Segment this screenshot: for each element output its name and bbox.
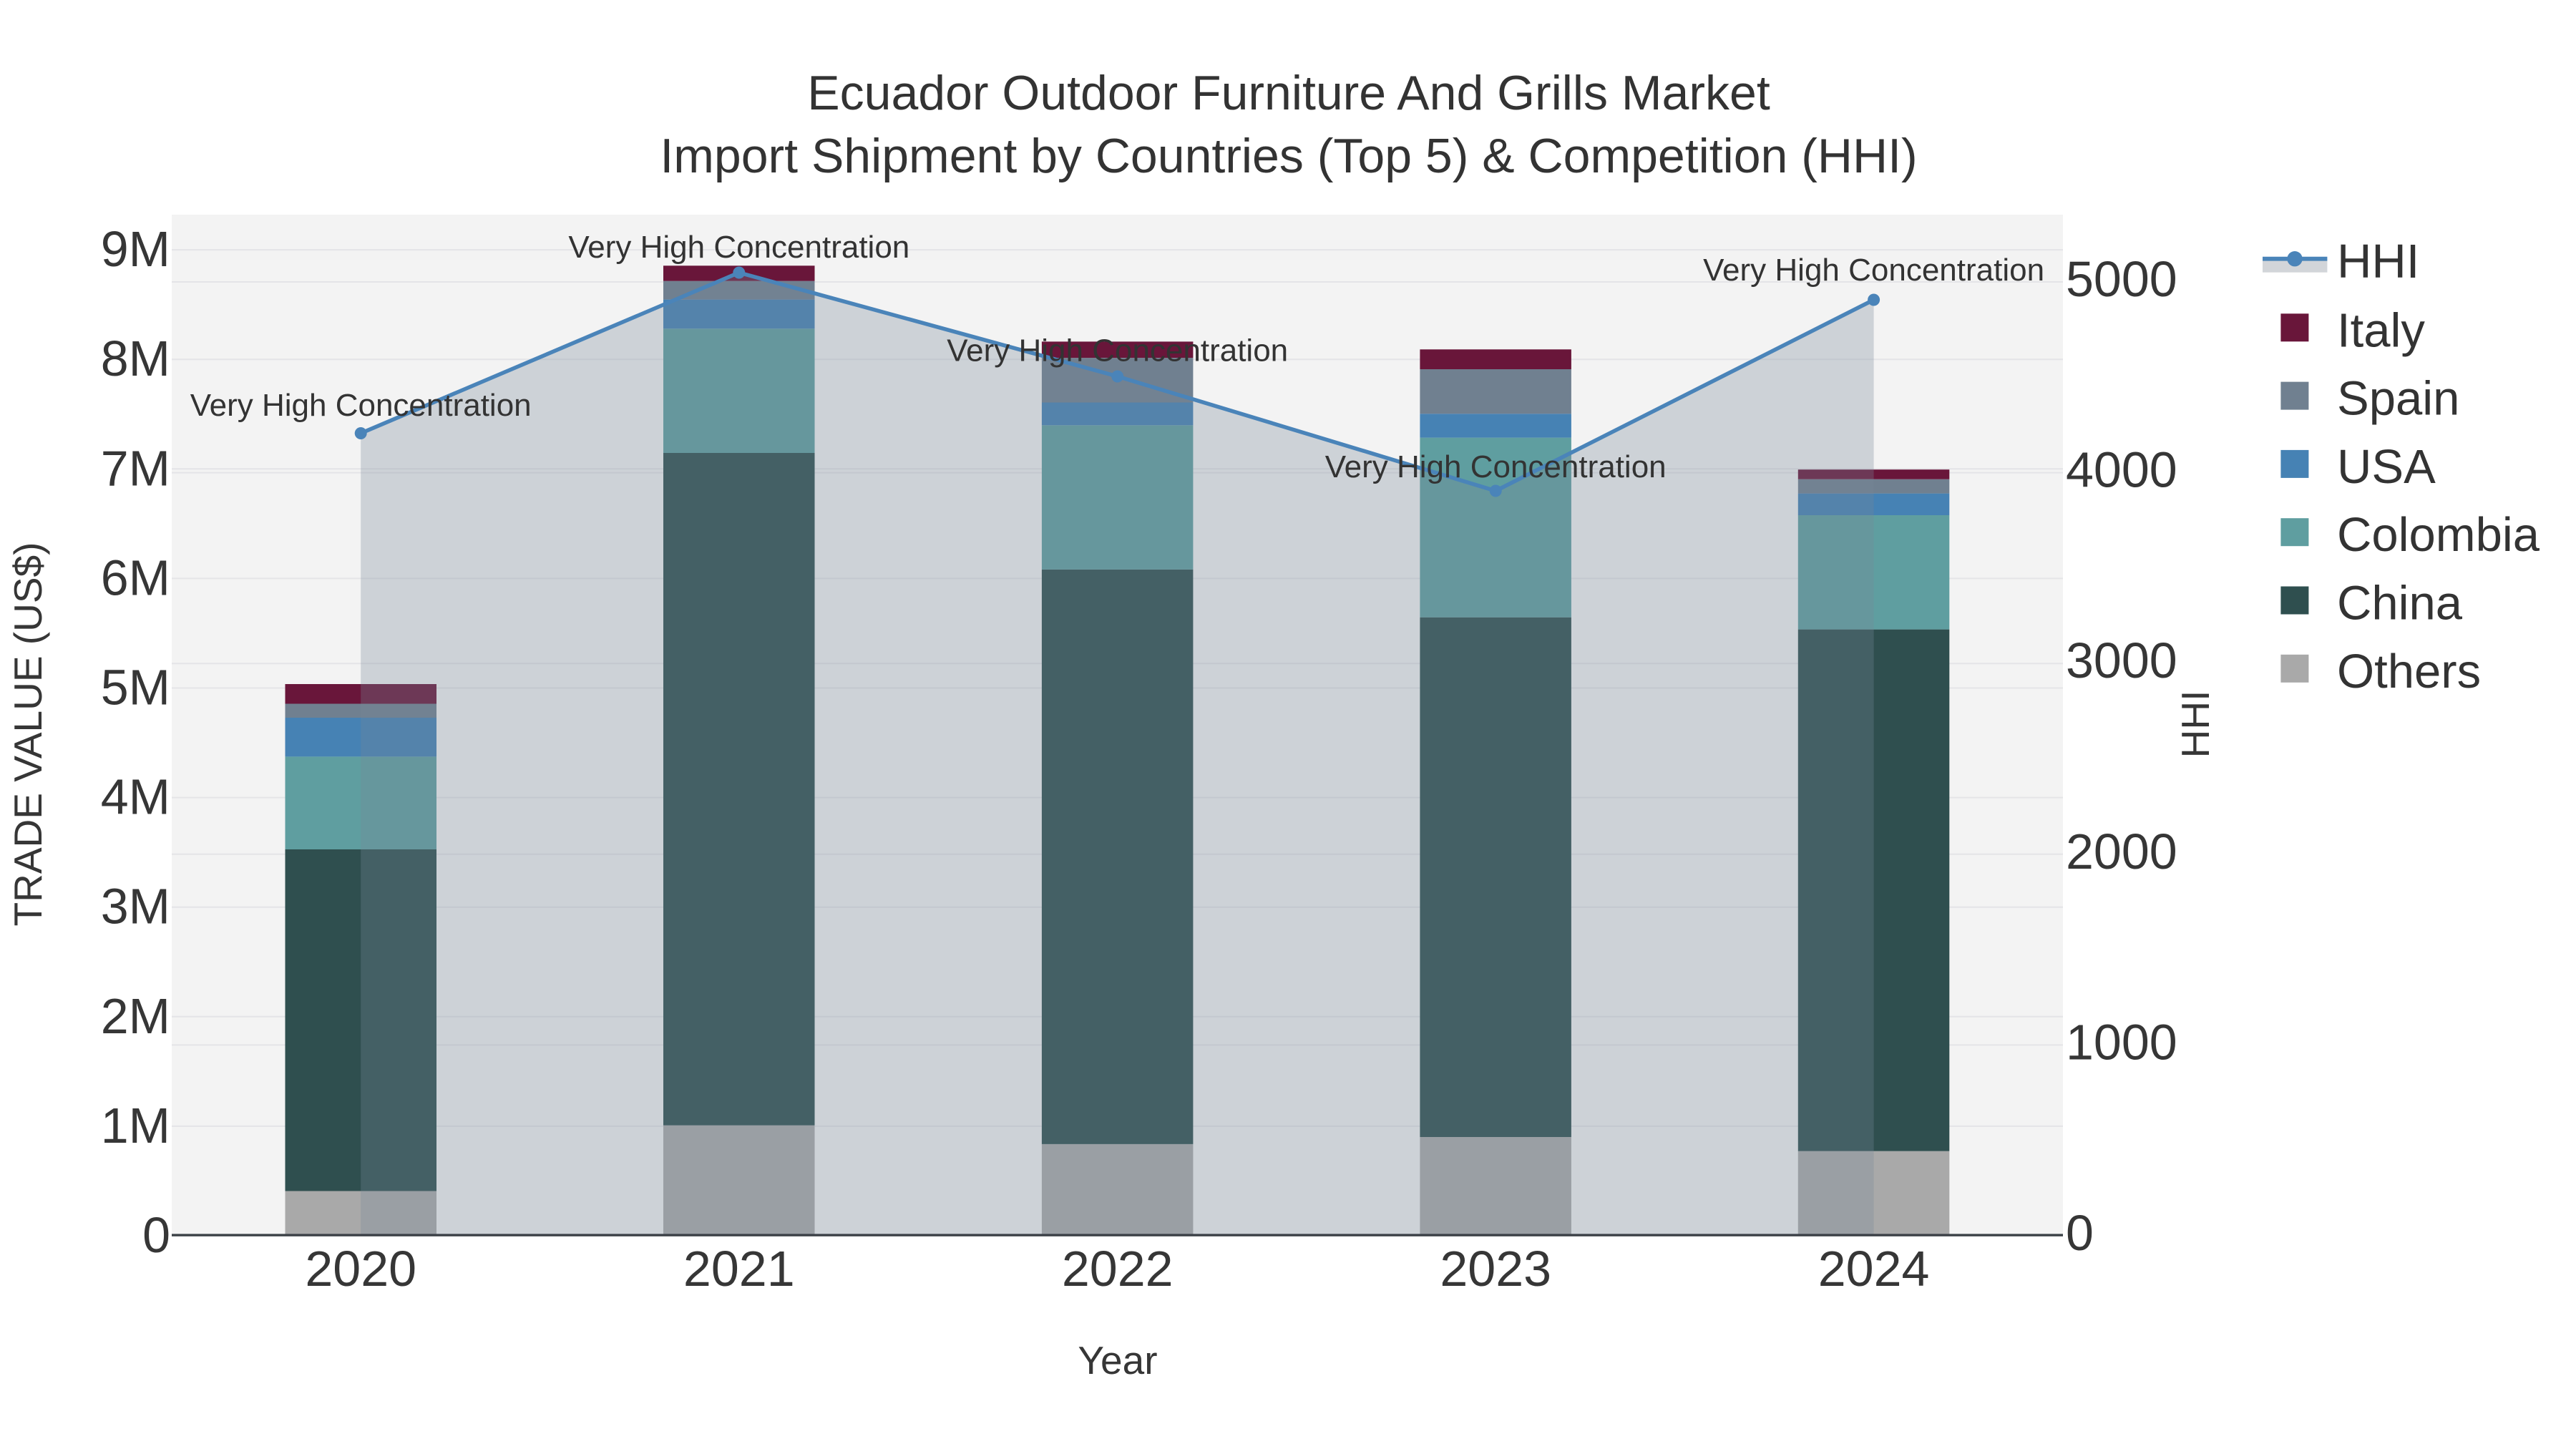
svg-text:2023: 2023 [1440, 1241, 1551, 1297]
svg-text:HHI: HHI [2337, 235, 2419, 288]
svg-text:Others: Others [2337, 645, 2481, 698]
svg-text:Very High Concentration: Very High Concentration [947, 333, 1288, 369]
svg-text:Italy: Italy [2337, 303, 2425, 357]
svg-text:2022: 2022 [1062, 1241, 1174, 1297]
svg-text:4M: 4M [101, 769, 170, 825]
svg-text:2020: 2020 [305, 1241, 416, 1297]
svg-text:2021: 2021 [683, 1241, 795, 1297]
svg-text:1000: 1000 [2066, 1014, 2177, 1070]
svg-text:Very High Concentration: Very High Concentration [190, 388, 532, 423]
svg-text:Very High Concentration: Very High Concentration [568, 230, 909, 265]
svg-text:Import Shipment by Countries (: Import Shipment by Countries (Top 5) & C… [660, 129, 1917, 183]
svg-text:Very High Concentration: Very High Concentration [1703, 253, 2044, 288]
svg-text:China: China [2337, 577, 2463, 630]
svg-text:8M: 8M [101, 331, 170, 386]
svg-text:TRADE VALUE (US$): TRADE VALUE (US$) [6, 542, 50, 927]
svg-text:5000: 5000 [2066, 251, 2177, 307]
svg-text:0: 0 [2066, 1205, 2094, 1261]
svg-text:USA: USA [2337, 440, 2436, 494]
svg-text:Year: Year [1078, 1338, 1157, 1382]
svg-text:HHI: HHI [2173, 691, 2218, 758]
svg-text:3000: 3000 [2066, 633, 2177, 688]
svg-text:3M: 3M [101, 879, 170, 935]
svg-text:Colombia: Colombia [2337, 508, 2540, 562]
svg-text:6M: 6M [101, 550, 170, 605]
svg-text:5M: 5M [101, 660, 170, 716]
svg-text:7M: 7M [101, 440, 170, 496]
svg-text:1M: 1M [101, 1098, 170, 1153]
svg-text:9M: 9M [101, 221, 170, 277]
svg-text:Very High Concentration: Very High Concentration [1325, 449, 1667, 484]
svg-text:2024: 2024 [1818, 1241, 1930, 1297]
svg-text:0: 0 [142, 1207, 170, 1263]
svg-text:Ecuador Outdoor Furniture And: Ecuador Outdoor Furniture And Grills Mar… [807, 66, 1770, 120]
svg-text:2000: 2000 [2066, 824, 2177, 879]
svg-text:4000: 4000 [2066, 442, 2177, 498]
svg-text:2M: 2M [101, 988, 170, 1044]
svg-text:Spain: Spain [2337, 372, 2459, 426]
